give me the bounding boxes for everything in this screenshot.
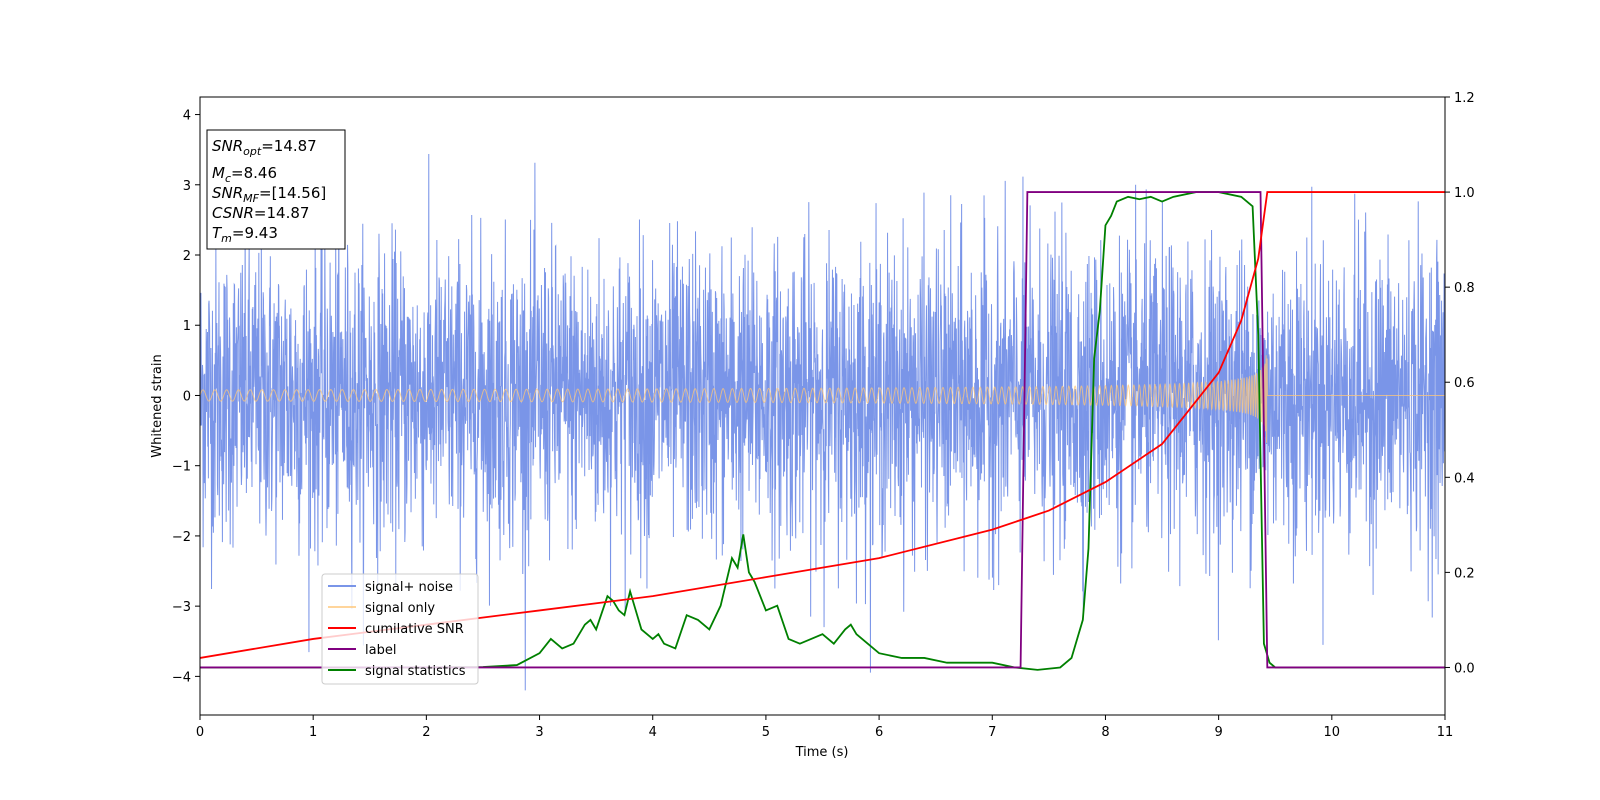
x-tick-label: 8 — [1101, 725, 1109, 740]
y-left-tick-label: −1 — [172, 460, 191, 475]
x-tick-label: 1 — [309, 725, 317, 740]
x-tick-label: 0 — [196, 725, 204, 740]
x-tick-label: 5 — [762, 725, 770, 740]
series-line-stats — [200, 191, 1445, 671]
y-left-tick-label: 3 — [183, 179, 191, 194]
legend-item-cumilative-snr: cumilative SNR — [328, 622, 464, 637]
y-axis-label: Whitened strain — [150, 354, 165, 457]
x-tick-label: 9 — [1214, 725, 1222, 740]
y-right-tick-label: 0.0 — [1454, 661, 1475, 676]
series-label — [200, 191, 1445, 669]
legend-label-label: label — [365, 643, 396, 658]
info-mc: Mc=8.46 — [212, 164, 277, 185]
legend-item-signal-noise: signal+ noise — [328, 580, 453, 595]
plot-area — [200, 153, 1445, 691]
y-axis-right: 1.2 1.0 0.8 0.6 0.4 0.2 0.0 — [1445, 91, 1475, 676]
y-left-tick-label: 4 — [183, 109, 191, 124]
y-left-tick-label: −4 — [172, 670, 191, 685]
series-csnr — [200, 191, 1445, 659]
x-tick-label: 11 — [1437, 725, 1454, 740]
legend-label-signal-noise: signal+ noise — [365, 580, 453, 595]
info-box-frame — [206, 129, 346, 250]
series-stats — [200, 191, 1445, 671]
x-tick-label: 4 — [649, 725, 657, 740]
y-right-tick-label: 0.4 — [1454, 471, 1475, 486]
series-signal-only — [200, 355, 1445, 443]
legend-item-signal-statistics: signal statistics — [328, 664, 466, 679]
y-left-tick-label: 0 — [183, 389, 191, 404]
legend-item-label: label — [328, 643, 396, 658]
legend-label-cumilative-snr: cumilative SNR — [365, 622, 464, 637]
y-right-tick-label: 0.2 — [1454, 566, 1475, 581]
series-line-label — [200, 191, 1445, 669]
y-left-tick-label: 1 — [183, 319, 191, 334]
legend-item-signal-only: signal only — [328, 601, 435, 616]
right-axis-series — [200, 191, 1445, 671]
info-snr-mf: SNRMF=[14.56] — [212, 184, 326, 205]
x-tick-label: 7 — [988, 725, 996, 740]
y-right-tick-label: 0.8 — [1454, 281, 1475, 296]
y-left-tick-label: 2 — [183, 249, 191, 264]
plot-frame — [199, 96, 1446, 716]
info-box: SNRopt=14.87 Mc=8.46 SNRMF=[14.56] CSNR=… — [206, 129, 346, 250]
x-tick-label: 3 — [535, 725, 543, 740]
x-axis-label: Time (s) — [795, 745, 849, 760]
y-axis-left: 4 3 2 1 0 −1 −2 −3 −4 — [172, 109, 200, 685]
x-tick-label: 2 — [422, 725, 430, 740]
y-left-tick-label: −2 — [172, 530, 191, 545]
legend-label-signal-only: signal only — [365, 601, 435, 616]
x-tick-label: 6 — [875, 725, 883, 740]
x-axis: 0 1 2 3 4 5 6 7 8 9 10 11 — [196, 715, 1453, 740]
info-csnr: CSNR=14.87 — [212, 204, 309, 222]
y-left-tick-label: −3 — [172, 600, 191, 615]
x-tick-label: 10 — [1324, 725, 1341, 740]
info-snr-opt: SNRopt=14.87 — [212, 137, 317, 158]
info-tm: Tm=9.43 — [212, 224, 278, 245]
legend: signal+ noise signal only cumilative SNR… — [321, 573, 479, 685]
y-right-tick-label: 1.0 — [1454, 186, 1475, 201]
legend-frame — [321, 573, 479, 685]
y-right-tick-label: 0.6 — [1454, 376, 1475, 391]
series-line-csnr — [200, 191, 1445, 659]
y-right-tick-label: 1.2 — [1454, 91, 1475, 106]
legend-label-signal-statistics: signal statistics — [365, 664, 466, 679]
series-line-signal-only — [200, 355, 1445, 443]
